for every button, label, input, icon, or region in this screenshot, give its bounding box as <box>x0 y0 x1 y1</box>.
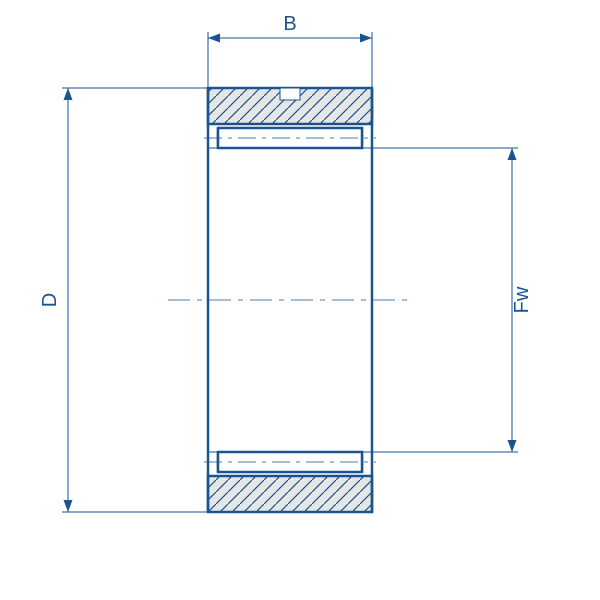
bearing-cross-section-drawing: B D Fw <box>0 0 600 600</box>
dim-b-arrow-left <box>208 34 220 43</box>
lubrication-notch <box>280 88 300 100</box>
dim-b-label: B <box>283 13 296 35</box>
dimension-fw: Fw <box>372 148 533 452</box>
dim-fw-arrow-bottom <box>508 440 517 452</box>
dim-d-arrow-top <box>64 88 73 100</box>
ring-section-bottom <box>208 476 372 512</box>
dim-b-arrow-right <box>360 34 372 43</box>
dim-d-arrow-bottom <box>64 500 73 512</box>
dimension-b: B <box>208 13 372 88</box>
dim-d-label: D <box>39 293 61 307</box>
dim-fw-arrow-top <box>508 148 517 160</box>
dim-fw-label: Fw <box>511 286 533 313</box>
